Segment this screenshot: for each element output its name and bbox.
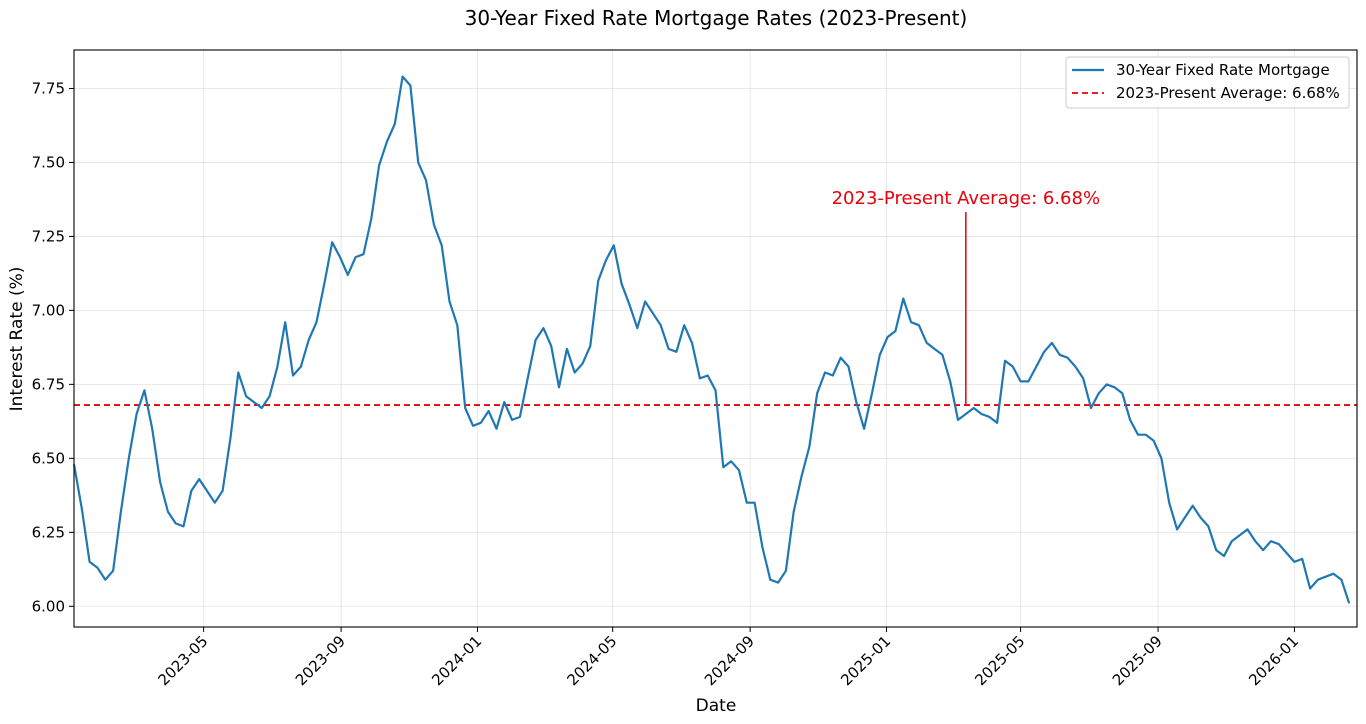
y-axis-label: Interest Rate (%) — [7, 267, 27, 412]
x-tick-label: 2023-09 — [292, 632, 349, 689]
x-tick-label: 2025-05 — [971, 632, 1028, 689]
legend: 30-Year Fixed Rate Mortgage 2023-Present… — [1065, 56, 1350, 109]
x-tick-label: 2024-09 — [701, 632, 758, 689]
y-tick-label: 6.50 — [32, 449, 65, 467]
chart-title: 30-Year Fixed Rate Mortgage Rates (2023-… — [465, 6, 968, 30]
y-tick-label: 6.75 — [32, 375, 65, 393]
annotation-layer: 2023-Present Average: 6.68% — [832, 188, 1100, 406]
y-tick-label: 7.50 — [32, 153, 65, 171]
y-tick-label: 7.25 — [32, 227, 65, 245]
x-axis-label: Date — [696, 696, 737, 716]
x-axis: 2023-05 2023-09 2024-01 2024-05 2024-09 2025-… — [154, 627, 1302, 689]
y-tick-label: 6.00 — [32, 597, 65, 615]
plot-frame — [73, 49, 1358, 628]
legend-label-series: 30-Year Fixed Rate Mortgage — [1116, 61, 1330, 79]
x-tick-label: 2024-05 — [563, 632, 620, 689]
legend-box — [1065, 56, 1350, 109]
x-tick-label: 2023-05 — [154, 632, 211, 689]
x-tick-label: 2024-01 — [428, 632, 485, 689]
annotation-text: 2023-Present Average: 6.68% — [832, 188, 1100, 209]
grid-lines — [74, 50, 1357, 627]
x-tick-label: 2025-09 — [1109, 632, 1166, 689]
y-tick-label: 7.75 — [32, 79, 65, 97]
y-axis: 6.00 6.25 6.50 6.75 7.00 7.25 7.50 7.75 — [32, 79, 74, 615]
y-tick-label: 6.25 — [32, 523, 65, 541]
series-layer — [72, 75, 1351, 604]
y-tick-label: 7.00 — [32, 301, 65, 319]
series-line-mortgage-rate — [72, 75, 1351, 604]
x-tick-label: 2026-01 — [1245, 632, 1302, 689]
legend-label-average: 2023-Present Average: 6.68% — [1116, 84, 1340, 102]
x-tick-label: 2025-01 — [837, 632, 894, 689]
